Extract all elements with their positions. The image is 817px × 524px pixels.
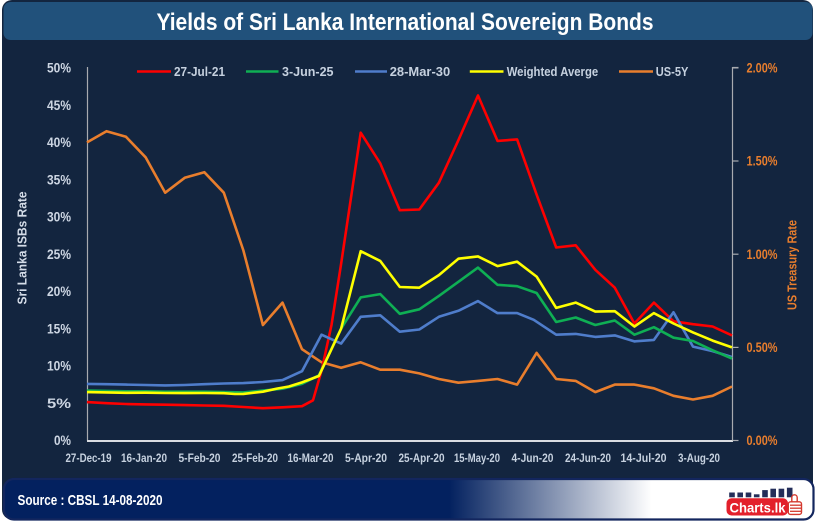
- svg-text:30%: 30%: [47, 209, 71, 225]
- svg-text:16-Jan-20: 16-Jan-20: [121, 451, 167, 465]
- svg-text:5-Apr-20: 5-Apr-20: [345, 451, 387, 465]
- svg-text:28-Mar-30: 28-Mar-30: [390, 64, 451, 79]
- svg-text:16-Mar-20: 16-Mar-20: [288, 451, 334, 465]
- svg-text:2.00%: 2.00%: [747, 60, 778, 76]
- svg-text:5%: 5%: [47, 395, 72, 411]
- svg-text:3-Aug-20: 3-Aug-20: [678, 451, 720, 465]
- svg-text:24-Jun-20: 24-Jun-20: [565, 451, 611, 465]
- svg-text:27-Dec-19: 27-Dec-19: [66, 451, 112, 465]
- svg-text:10%: 10%: [47, 358, 71, 374]
- svg-text:US Treasury Rate: US Treasury Rate: [786, 220, 800, 310]
- svg-text:25-Apr-20: 25-Apr-20: [399, 451, 445, 465]
- svg-text:Yields of Sri Lanka Internatio: Yields of Sri Lanka International Sovere…: [157, 9, 654, 36]
- svg-text:35%: 35%: [47, 171, 71, 187]
- svg-text:0.50%: 0.50%: [747, 339, 778, 355]
- svg-text:45%: 45%: [47, 97, 71, 113]
- svg-text:3-Jun-25: 3-Jun-25: [282, 64, 334, 79]
- svg-text:5-Feb-20: 5-Feb-20: [179, 451, 221, 465]
- svg-text:25%: 25%: [47, 246, 71, 262]
- svg-text:50%: 50%: [47, 60, 71, 76]
- svg-text:Charts.lk: Charts.lk: [730, 499, 786, 515]
- svg-text:0%: 0%: [54, 432, 71, 448]
- svg-text:1.00%: 1.00%: [747, 246, 778, 262]
- svg-text:25-Feb-20: 25-Feb-20: [232, 451, 278, 465]
- svg-text:15%: 15%: [47, 320, 71, 336]
- svg-text:20%: 20%: [47, 283, 71, 299]
- svg-text:14-Jul-20: 14-Jul-20: [621, 451, 667, 465]
- svg-text:15-May-20: 15-May-20: [454, 451, 500, 465]
- svg-text:1.50%: 1.50%: [747, 153, 778, 169]
- svg-text:Source : CBSL 14-08-2020: Source : CBSL 14-08-2020: [18, 492, 163, 509]
- svg-text:40%: 40%: [47, 134, 71, 150]
- svg-text:Weighted Averge: Weighted Averge: [507, 64, 599, 79]
- svg-text:27-Jul-21: 27-Jul-21: [174, 64, 225, 79]
- svg-text:Sri Lanka ISBs Rate: Sri Lanka ISBs Rate: [16, 191, 30, 304]
- svg-text:4-Jun-20: 4-Jun-20: [512, 451, 554, 465]
- svg-text:US-5Y: US-5Y: [656, 64, 689, 79]
- svg-text:0.00%: 0.00%: [747, 432, 778, 448]
